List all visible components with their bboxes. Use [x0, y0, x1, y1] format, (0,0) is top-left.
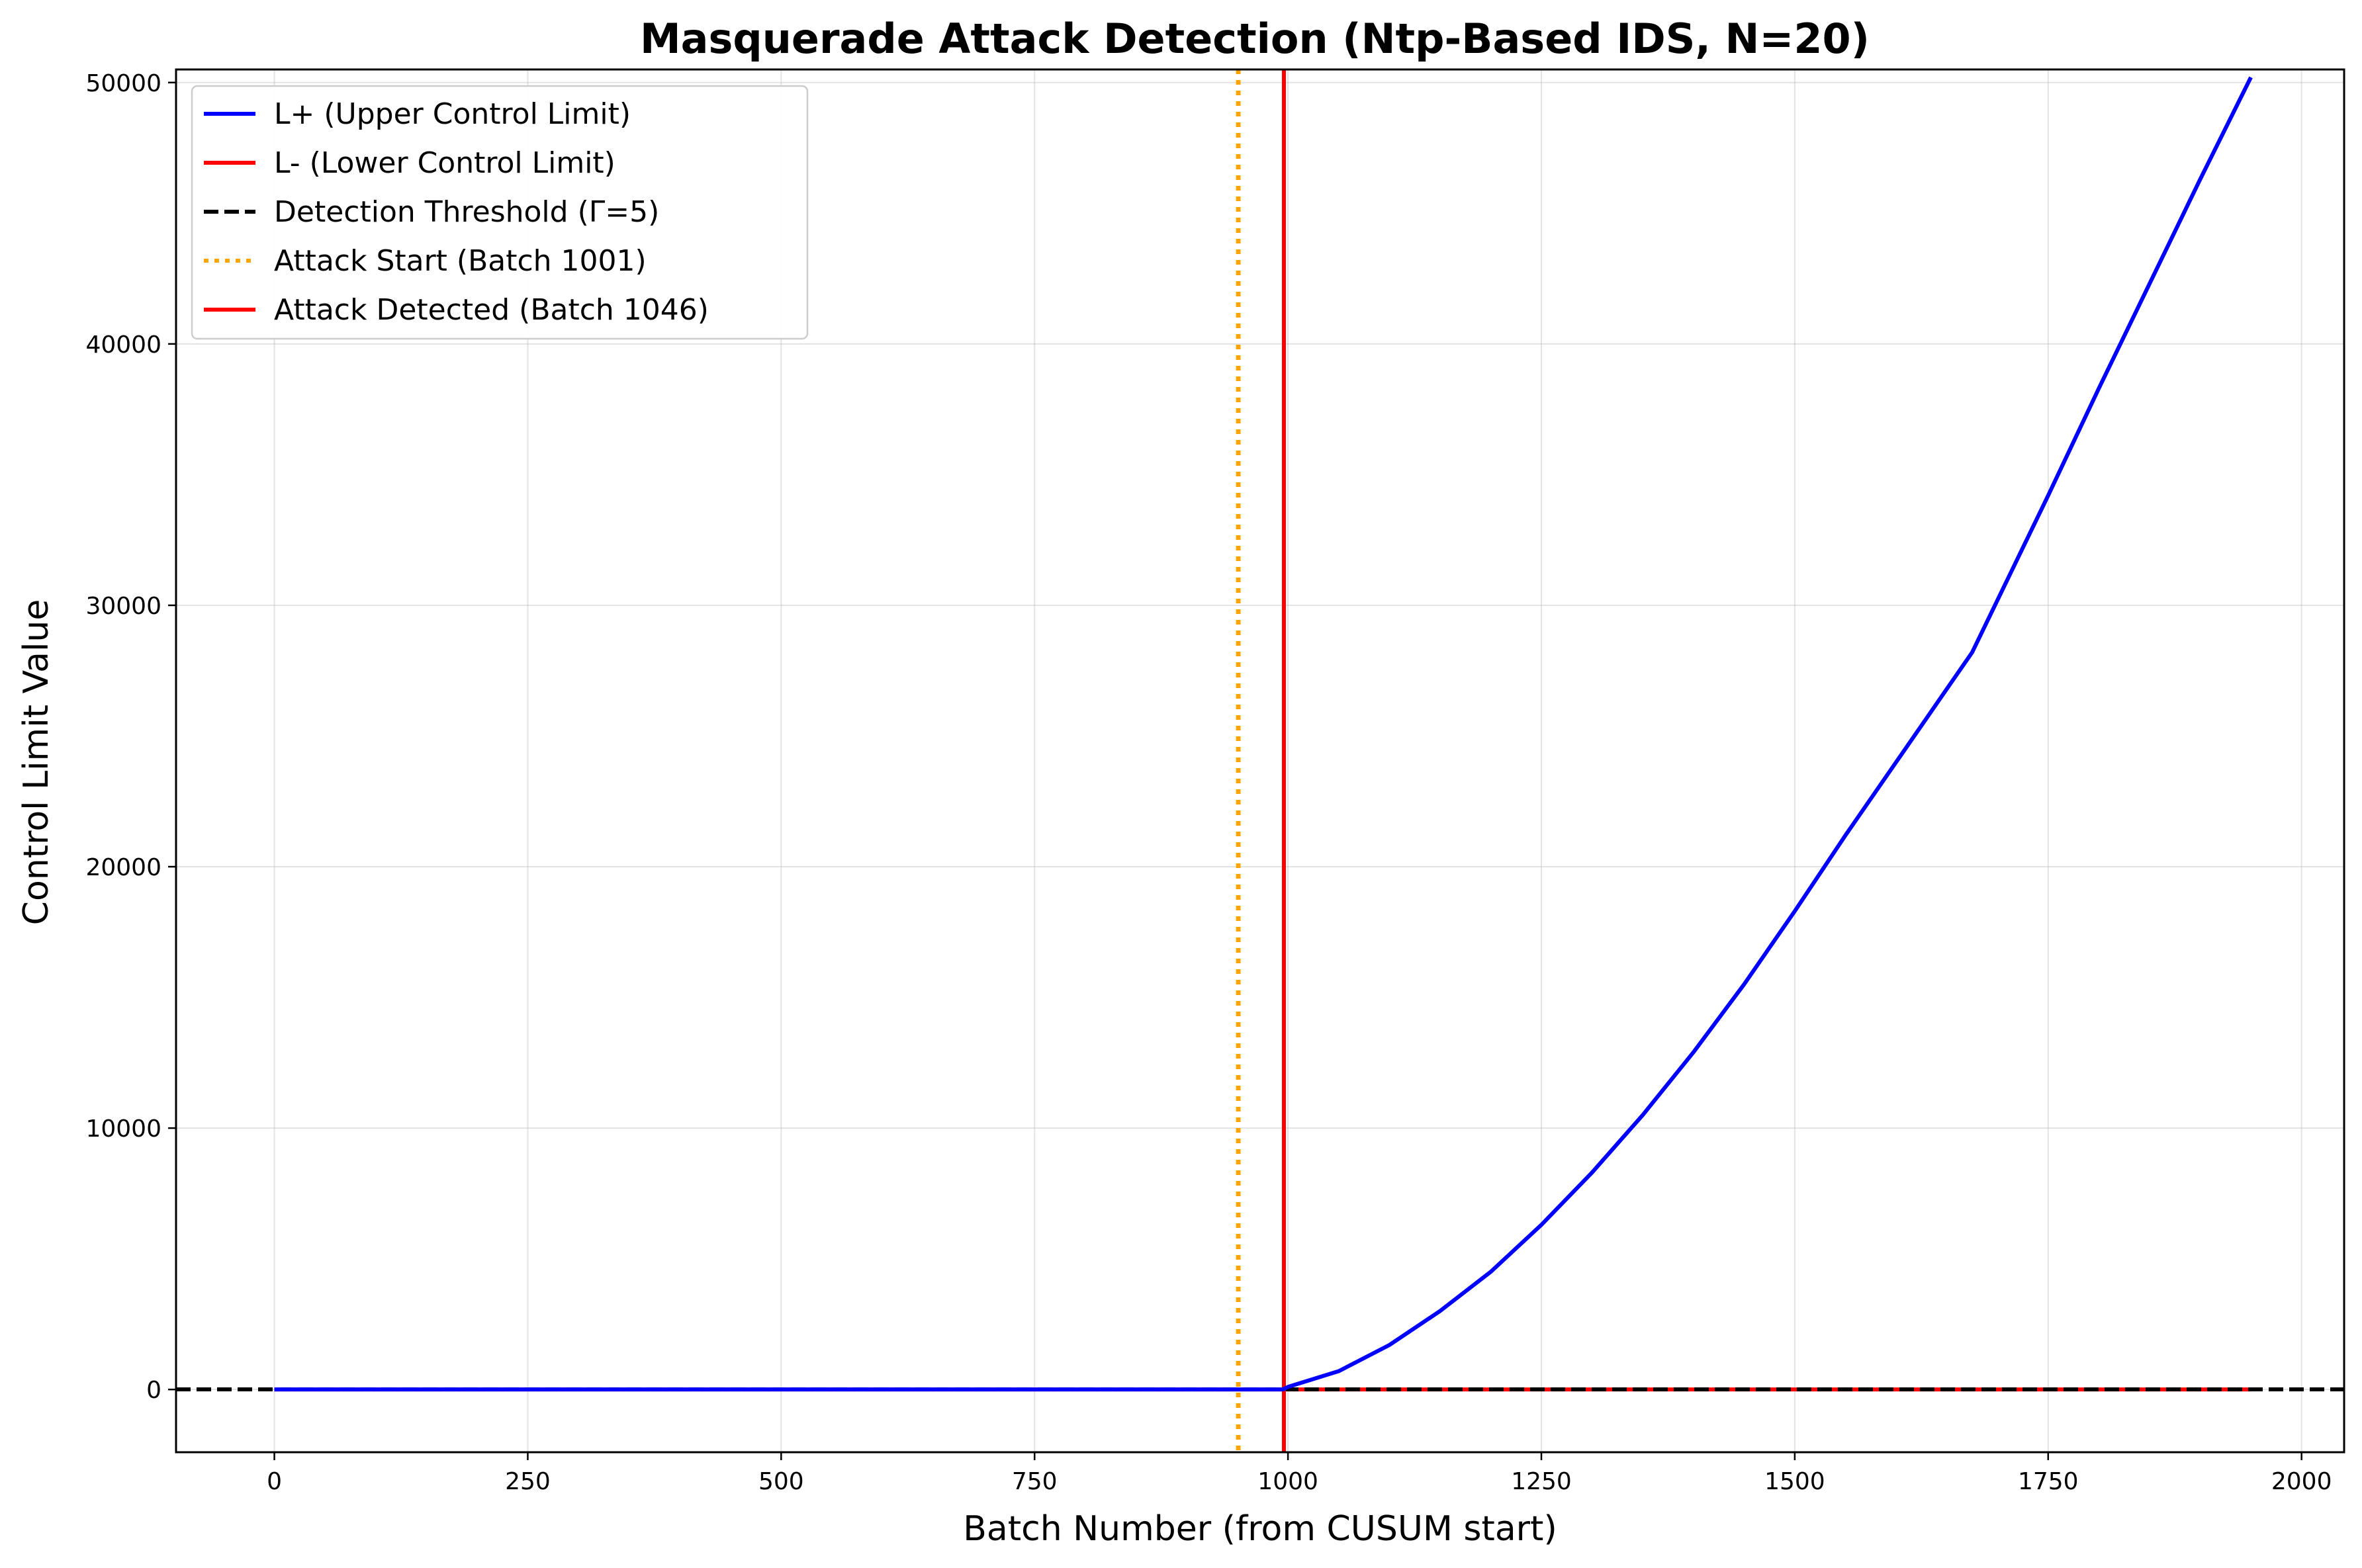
- x-tick-label: 1750: [2018, 1468, 2079, 1495]
- x-tick-label: 250: [505, 1468, 551, 1495]
- axis-ticks: 0 250 500 750 1000 1250 1500 1750 20000100002000…: [85, 70, 2332, 1495]
- y-tick-label: 10000: [85, 1115, 161, 1143]
- y-tick-label: 0: [146, 1377, 161, 1404]
- chart-title: Masquerade Attack Detection (Ntp-Based I…: [640, 15, 1870, 63]
- legend-box: [191, 85, 809, 340]
- x-axis-label: Batch Number (from CUSUM start): [963, 1509, 1557, 1549]
- legend-label: L- (Lower Control Limit): [274, 146, 615, 180]
- plot-area: [176, 69, 2344, 1452]
- y-tick-label: 50000: [85, 70, 161, 97]
- x-tick-label: 1500: [1764, 1468, 1825, 1495]
- x-tick-label: 1000: [1257, 1468, 1318, 1495]
- legend-label: Detection Threshold (Γ=5): [274, 195, 659, 229]
- y-tick-label: 20000: [85, 854, 161, 881]
- x-tick-label: 0: [267, 1468, 282, 1495]
- x-tick-label: 2000: [2271, 1468, 2332, 1495]
- series-line-upper-control-limit: [274, 76, 2253, 1392]
- y-tick-label: 40000: [85, 331, 161, 359]
- y-tick-label: 30000: [85, 593, 161, 620]
- legend-label: Attack Detected (Batch 1046): [274, 293, 709, 327]
- legend-label: Attack Start (Batch 1001): [274, 244, 647, 278]
- legend: L+ (Upper Control Limit) L- (Lower Contro…: [191, 85, 809, 340]
- y-axis-label: Control Limit Value: [17, 599, 56, 926]
- x-tick-label: 500: [758, 1468, 804, 1495]
- x-tick-label: 750: [1012, 1468, 1058, 1495]
- legend-label: L+ (Upper Control Limit): [274, 97, 631, 131]
- x-tick-label: 1250: [1511, 1468, 1572, 1495]
- axes-frame: [175, 68, 2345, 1454]
